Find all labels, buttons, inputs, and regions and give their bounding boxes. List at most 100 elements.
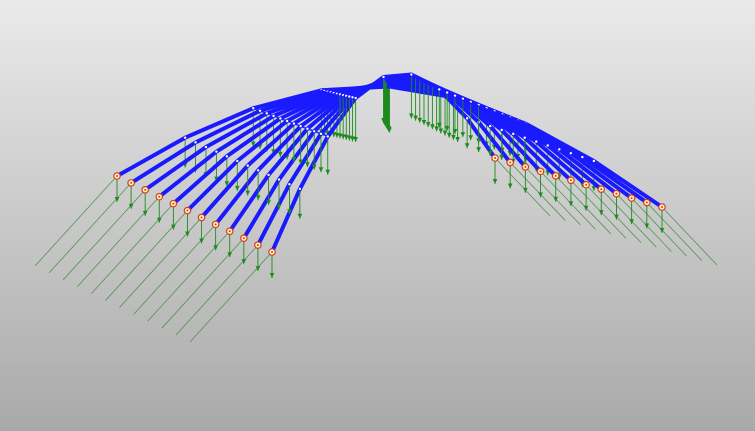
support-center	[645, 201, 648, 204]
support-center	[158, 195, 161, 198]
support-center	[130, 181, 133, 184]
point-load-arrow-icon	[387, 88, 392, 133]
load-arrow-head	[507, 183, 513, 189]
pinned-support-icon	[197, 213, 206, 222]
support-center	[554, 174, 557, 177]
point-load-arrow-icon	[241, 240, 247, 265]
pinned-support-icon	[127, 179, 135, 187]
frame-node	[306, 127, 309, 130]
frame-node	[299, 124, 302, 128]
point-load-arrow-icon	[305, 130, 310, 168]
pinned-support-icon	[211, 220, 220, 229]
frame-node	[258, 109, 262, 112]
point-load-arrow-icon	[142, 191, 148, 216]
point-load-arrow-icon	[276, 181, 282, 210]
load-arrow-head	[250, 141, 256, 147]
support-center	[661, 206, 663, 208]
load-arrow-head	[452, 129, 458, 135]
load-arrow-head	[269, 273, 275, 278]
point-load-arrow-icon	[629, 200, 634, 225]
point-load-arrow-icon	[227, 233, 233, 258]
ground-axis-line	[585, 184, 642, 244]
frame-node	[265, 112, 268, 115]
ground-axis-line	[161, 237, 245, 329]
pinned-support-icon	[141, 186, 149, 194]
pinned-support-icon	[627, 194, 636, 202]
load-arrow-head	[350, 136, 355, 142]
load-arrow-head	[245, 190, 251, 196]
load-arrow-head	[460, 132, 466, 138]
point-load-arrow-icon	[421, 82, 427, 125]
point-load-arrow-icon	[468, 103, 474, 141]
load-arrow-head	[291, 156, 297, 162]
point-load-arrow-icon	[659, 209, 665, 233]
ground-axis-line	[147, 231, 231, 322]
load-arrow-head	[444, 125, 450, 131]
ground-axis-line	[34, 175, 118, 267]
point-load-arrow-icon	[507, 164, 513, 189]
pinned-support-icon	[536, 167, 545, 176]
load-arrow-head	[278, 151, 283, 157]
pinned-support-icon	[551, 172, 560, 180]
point-load-arrow-icon	[156, 198, 162, 223]
point-load-arrow-icon	[383, 83, 389, 128]
frame-node	[546, 144, 549, 147]
load-arrow-head	[492, 179, 498, 184]
support-center	[214, 223, 217, 226]
load-arrow-head	[487, 151, 493, 157]
point-load-arrow-icon	[430, 87, 435, 130]
frame-node	[285, 119, 289, 123]
support-center	[585, 183, 588, 186]
ground-axis-line	[119, 217, 202, 308]
frame-node	[500, 128, 503, 132]
frame-node	[569, 152, 573, 155]
load-arrow-head	[644, 223, 650, 229]
load-arrow-head	[476, 147, 481, 153]
load-arrow-head	[343, 134, 349, 140]
point-load-arrow-icon	[297, 190, 303, 219]
frame-node	[194, 141, 197, 144]
pinned-support-icon	[268, 248, 276, 256]
load-arrow-head	[353, 137, 358, 143]
load-arrow-head	[591, 185, 597, 191]
load-arrow-head	[227, 252, 233, 258]
load-arrow-head	[156, 217, 162, 223]
load-arrow-head	[171, 224, 176, 230]
pinned-support-icon	[155, 192, 164, 201]
ground-axis-line	[616, 193, 672, 252]
load-arrow-head	[553, 196, 559, 202]
ground-axis-line	[105, 210, 188, 301]
point-load-arrow-icon	[476, 107, 481, 144]
frame-node	[488, 124, 492, 128]
frame-node	[351, 96, 354, 99]
frame-node	[292, 122, 296, 125]
load-arrow-head	[276, 204, 282, 210]
ground-axis-line	[646, 202, 703, 261]
frame-node	[183, 136, 187, 139]
load-arrow-head	[468, 135, 474, 141]
load-arrow-head	[464, 143, 470, 149]
pinned-support-icon	[567, 176, 575, 185]
ground-axis-line	[189, 251, 273, 343]
load-arrow-head	[434, 126, 439, 132]
support-center	[200, 216, 203, 219]
point-load-arrow-icon	[353, 100, 358, 143]
frame-node	[512, 132, 515, 136]
load-arrow-head	[455, 137, 460, 143]
ground-axis-line	[631, 197, 687, 257]
load-arrow-head	[614, 214, 619, 220]
support-nodes	[113, 154, 666, 256]
ground-axis-line	[509, 162, 566, 221]
load-arrow-head	[128, 203, 134, 209]
point-load-arrow-icon	[492, 160, 498, 184]
ground-axis-line	[133, 224, 216, 315]
point-load-arrow-icon	[340, 97, 346, 140]
support-center	[539, 170, 542, 173]
pinned-support-icon	[612, 189, 621, 198]
point-load-arrow-icon	[425, 85, 431, 128]
frame-node	[410, 73, 413, 76]
point-load-arrow-icon	[487, 128, 493, 157]
pinned-support-icon	[169, 199, 178, 208]
